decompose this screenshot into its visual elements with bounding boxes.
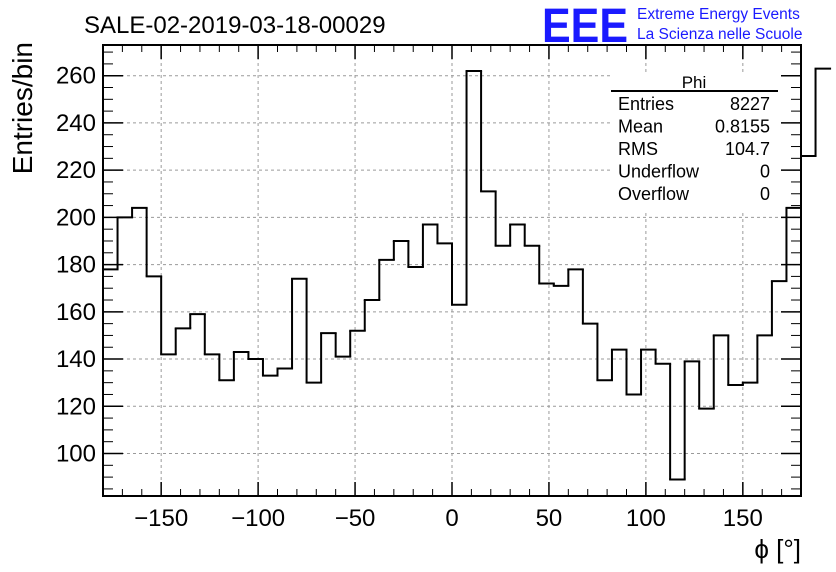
stats-row-value: 0	[760, 184, 770, 204]
y-axis-label: Entries/bin	[7, 42, 38, 174]
y-tick-label: 240	[56, 110, 96, 137]
stats-box: Phi Entries 8227 Mean 0.8155 RMS 104.7 Underfl…	[610, 72, 780, 212]
stats-row-value: 104.7	[725, 139, 770, 159]
stats-row-label: Mean	[618, 117, 663, 137]
y-tick-label: 200	[56, 204, 96, 231]
eee-logo-mark: EEE	[542, 0, 628, 53]
x-tick-label: 50	[536, 505, 563, 532]
x-axis-label: ϕ [°]	[754, 534, 801, 564]
x-tick-label: 0	[445, 505, 458, 532]
stats-row-label: Entries	[618, 94, 674, 114]
x-tick-label: 100	[626, 505, 666, 532]
stats-row-value: 0.8155	[715, 117, 770, 137]
y-tick-label: 220	[56, 157, 96, 184]
y-tick-label: 260	[56, 63, 96, 90]
stats-row-value: 0	[760, 162, 770, 182]
x-tick-label: −150	[134, 505, 188, 532]
tick-labels: −150 −100 −50 0 50 100 150 100 120 140 160 180 200 22…	[56, 63, 763, 532]
y-tick-label: 140	[56, 346, 96, 373]
stats-row-label: RMS	[618, 139, 658, 159]
stats-row-label: Underflow	[618, 162, 700, 182]
x-tick-label: 150	[723, 505, 763, 532]
x-tick-label: −50	[335, 505, 376, 532]
logo-line-1: Extreme Energy Events	[637, 6, 800, 23]
stats-box-background	[610, 72, 780, 212]
y-tick-label: 180	[56, 252, 96, 279]
logo-line-2: La Scienza nelle Scuole	[637, 26, 802, 43]
stats-row-label: Overflow	[618, 184, 690, 204]
stats-row-value: 8227	[730, 94, 770, 114]
stats-box-title: Phi	[682, 73, 707, 92]
y-tick-label: 120	[56, 393, 96, 420]
y-tick-label: 160	[56, 299, 96, 326]
axis-ticks	[103, 45, 801, 496]
stats-rows: Entries 8227 Mean 0.8155 RMS 104.7 Underflow 0 O…	[618, 94, 770, 204]
x-tick-label: −100	[231, 505, 285, 532]
chart-title: SALE-02-2019-03-18-00029	[84, 12, 386, 39]
y-tick-label: 100	[56, 440, 96, 467]
